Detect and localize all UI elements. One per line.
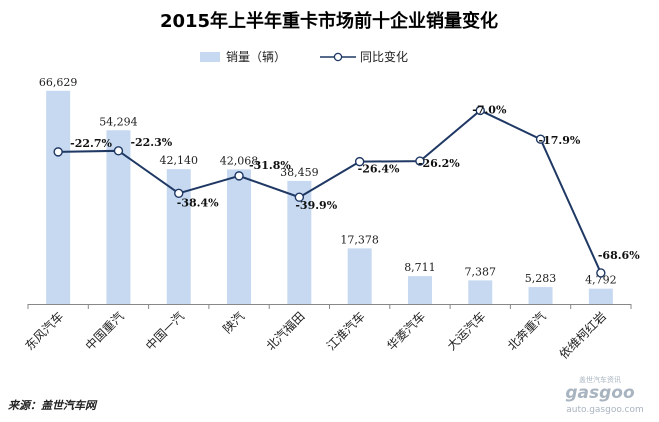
yoy-point [113,146,124,156]
bar-value-label: 7,387 [465,265,497,278]
yoy-value-label: -26.2% [418,157,460,170]
yoy-value-label: -17.9% [539,134,581,147]
legend-bar-swatch [200,52,220,62]
yoy-point [415,156,425,166]
bar [227,169,252,304]
plot-area: 66,629 54,294 42,140 42,068 38,459 17,378 8,71… [22,76,640,362]
source-note: 来源：盖世汽车网 [8,399,98,412]
legend-bar-label: 销量（辆） [226,50,286,64]
yoy-value-label: -39.9% [295,199,337,212]
legend-line-marker [333,52,343,62]
yoy-value-label: -7.0% [472,103,507,116]
yoy-point [596,268,606,278]
watermark-brand: gasgoo [565,383,635,403]
bar-value-label: 42,140 [160,154,199,167]
bar [106,130,131,304]
bar-value-label: 17,378 [340,233,379,246]
category-label: 陕汽 [220,309,248,337]
category-label: 东风汽车 [22,309,67,354]
bar-value-label: 5,283 [525,272,557,285]
category-label: 中国重汽 [82,309,127,354]
chart-title: 2015年上半年重卡市场前十企业销量变化 [160,10,498,32]
bar [588,288,613,304]
yoy-point [174,188,184,198]
legend-line-label: 同比变化 [360,49,408,64]
bar-value-label: 54,294 [99,115,138,128]
category-label: 中国一汽 [142,309,187,354]
watermark-url: auto.gasgoo.com [566,405,644,415]
bar [347,248,372,304]
yoy-value-label: -68.6% [598,249,640,262]
category-label: 江淮汽车 [323,309,368,354]
bar-value-label: 38,459 [280,166,319,179]
category-label: 北奔重汽 [504,309,549,354]
yoy-value-label: -22.3% [130,136,172,149]
yoy-point [234,171,244,181]
yoy-value-label: -31.8% [249,159,291,172]
yoy-point [535,134,546,144]
bar-value-label: 8,711 [404,261,436,274]
bar [528,287,553,304]
bar-value-label: 42,068 [220,154,259,167]
bar-value-label: 66,629 [39,76,78,89]
yoy-point [354,156,365,167]
yoy-value-label: -38.4% [177,196,219,209]
yoy-point [294,192,305,202]
yoy-point [475,105,485,116]
yoy-value-label: -22.7% [70,137,112,150]
bar [407,276,432,304]
yoy-series-line [58,109,602,274]
bar [46,90,71,304]
legend: 销量（辆） 同比变化 [200,49,408,64]
bar [468,280,493,304]
bar-value-label: 4,792 [585,274,617,287]
category-label: 依维柯红岩 [556,309,609,362]
category-label: 北汽福田 [263,309,308,354]
category-label: 华菱汽车 [384,309,429,354]
watermark-cn: 盖世汽车资讯 [579,375,621,384]
yoy-point [53,147,63,157]
yoy-value-label: -26.4% [358,163,400,176]
watermark: 盖世汽车资讯 gasgoo auto.gasgoo.com [565,375,643,415]
category-label: 大运汽车 [444,309,489,354]
